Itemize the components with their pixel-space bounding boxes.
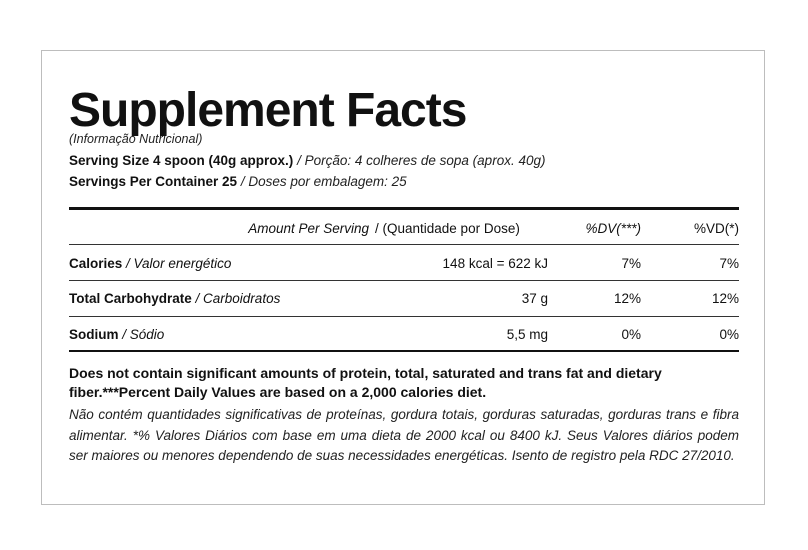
nutrient-name: Calories xyxy=(69,256,123,271)
nutrient-amount: 5,5 mg xyxy=(506,327,548,342)
servings-per-container-translation: / Doses por embalagem: 25 xyxy=(240,174,407,189)
header-divider-thick xyxy=(69,207,739,210)
nutrient-dv: 12% xyxy=(613,291,641,306)
label-title: Supplement Facts xyxy=(69,84,467,137)
serving-size-label: Serving Size 4 spoon (40g approx.) xyxy=(69,153,294,168)
label-subtitle: (Informação Nutricional) xyxy=(69,132,203,146)
servings-per-container: Servings Per Container 25 / Doses por em… xyxy=(69,175,407,189)
nutrient-name-total-carbohydrate: Total Carbohydrate / Carboidratos xyxy=(69,292,280,306)
header-dv: %DV(***) xyxy=(585,221,641,236)
nutrient-translation: / Sódio xyxy=(122,327,165,342)
nutrient-dv: 7% xyxy=(621,256,641,271)
footnote-english: Does not contain significant amounts of … xyxy=(69,365,662,400)
nutrient-dv: 0% xyxy=(621,327,641,342)
nutrient-amount: 148 kcal = 622 kJ xyxy=(442,256,548,271)
row-divider xyxy=(69,316,739,317)
footer-divider xyxy=(69,350,739,352)
nutrient-name: Sodium xyxy=(69,327,119,342)
row-divider xyxy=(69,280,739,281)
serving-size-translation: / Porção: 4 colheres de sopa (aprox. 40g… xyxy=(297,153,546,168)
nutrient-translation: / Valor energético xyxy=(126,256,232,271)
supplement-facts-panel: Supplement Facts (Informação Nutricional… xyxy=(41,50,765,505)
nutrient-name-calories: Calories / Valor energético xyxy=(69,257,231,271)
header-vd: %VD(*) xyxy=(693,221,739,236)
row-divider xyxy=(69,244,739,245)
header-quantity-per-dose: / (Quantidade por Dose) xyxy=(375,221,520,236)
nutrient-amount: 37 g xyxy=(521,291,548,306)
nutrient-translation: / Carboidratos xyxy=(195,291,281,306)
nutrient-vd: 12% xyxy=(711,291,739,306)
serving-size: Serving Size 4 spoon (40g approx.) / Por… xyxy=(69,154,545,168)
footnote-portuguese: Não contém quantidades significativas de… xyxy=(69,407,739,463)
nutrient-name-sodium: Sodium / Sódio xyxy=(69,328,164,342)
nutrient-name: Total Carbohydrate xyxy=(69,291,192,306)
servings-per-container-label: Servings Per Container 25 xyxy=(69,174,238,189)
nutrient-vd: 0% xyxy=(719,327,739,342)
header-amount-per-serving: Amount Per Serving xyxy=(248,221,369,236)
nutrient-vd: 7% xyxy=(719,256,739,271)
